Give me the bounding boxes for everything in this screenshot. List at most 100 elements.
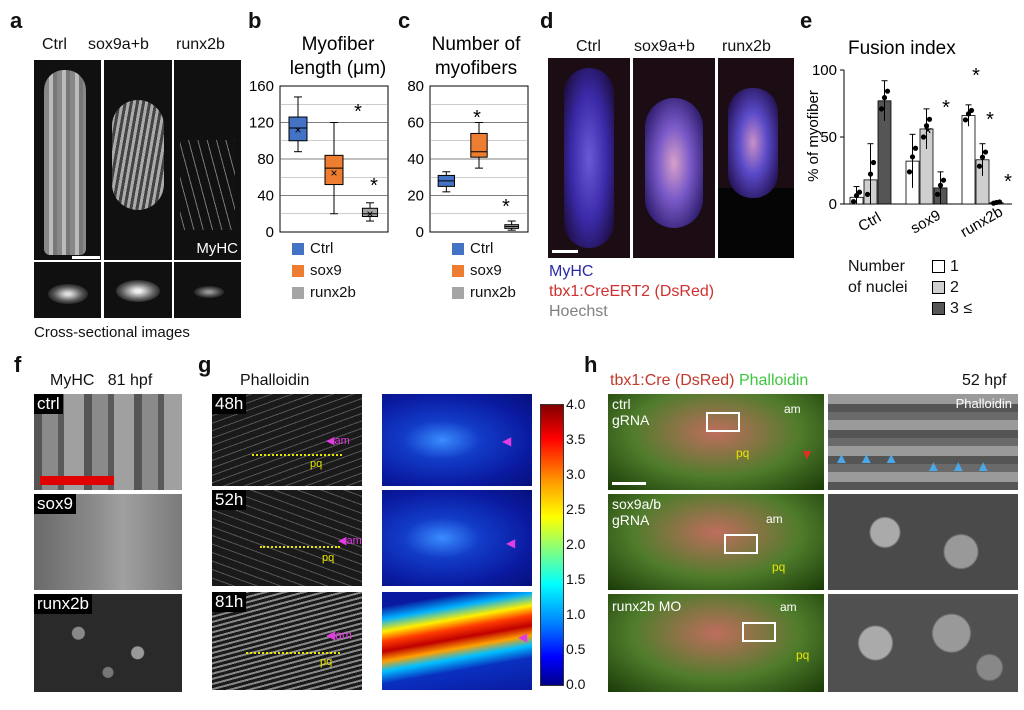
legend-c-item: sox9 [452, 260, 516, 282]
panel-d-col-ctrl: Ctrl [576, 38, 601, 55]
micrograph-f-ctrl: ctrl [34, 394, 182, 490]
panel-label-a: a [10, 8, 23, 33]
chart-b: Myofiber length (μm) 0 40 80 120 160 × × × * * [249, 34, 389, 241]
cross-section-sox9 [104, 262, 172, 318]
colorbar [540, 404, 564, 686]
y-tick-label: 80 [407, 78, 424, 95]
box-runx2b [361, 207, 379, 217]
micrograph-g-81h: 81h ◀am pq [212, 592, 362, 690]
panel-f-title: MyHC 81 hpf [50, 372, 153, 389]
panel-label-g: g [198, 352, 212, 377]
zoom-box [724, 534, 758, 554]
legend-d: MyHC tbx1:CreERT2 (DsRed) Hoechst [549, 262, 714, 322]
legend-e-title: Number of nuclei [848, 258, 908, 296]
box-sox9 [324, 154, 344, 186]
x-tick-label: runx2b [958, 203, 1006, 241]
inset-label: Phalloidin [955, 396, 1012, 411]
y-tick-label: 0 [416, 224, 424, 241]
significance-star: * [986, 109, 994, 131]
panel-a-col-ctrl: Ctrl [42, 36, 67, 53]
pq-label: pq [796, 648, 810, 662]
micrograph-d-sox9 [633, 58, 715, 258]
legend-b-item: sox9 [292, 260, 356, 282]
panel-label-h: h [584, 352, 598, 377]
panel-h-title: tbx1:Cre (DsRed) Phalloidin [610, 372, 809, 389]
data-point [853, 192, 860, 199]
micrograph-g-48h: 48h ◀am pq [212, 394, 362, 486]
significance-star: * [972, 65, 980, 87]
scale-bar-f [40, 476, 114, 485]
am-label: am [784, 402, 801, 416]
legend-d-hoechst: Hoechst [549, 303, 608, 320]
significance-star: * [502, 196, 510, 218]
panel-g-row-81h: 81h [212, 592, 247, 612]
colorbar-tick: 1.0 [566, 606, 586, 622]
data-point [912, 145, 919, 151]
legend-e-item: 3 ≤ [932, 298, 972, 319]
panel-g-row-48h: 48h [212, 394, 247, 414]
panel-a-col-runx2b: runx2b [176, 36, 225, 53]
cross-section-ctrl [34, 262, 101, 318]
significance-star: * [942, 97, 950, 119]
am-label: ◀am [326, 628, 352, 642]
significance-star: * [924, 123, 932, 145]
micrograph-h-runx2b: runx2b MO am pq [608, 594, 824, 692]
panel-h-time: 52 hpf [962, 372, 1007, 389]
panel-f-row-runx2b: runx2b [34, 594, 92, 614]
colorbar-tick: 3.0 [566, 466, 586, 482]
box-Ctrl [288, 116, 308, 142]
inset-h-runx2b [828, 594, 1018, 692]
significance-star: * [1004, 171, 1012, 193]
blue-arrowheads-icon: ▲▲▲ [926, 458, 1001, 475]
scale-bar-a [72, 256, 100, 259]
legend-c-item: Ctrl [452, 238, 516, 260]
y-tick-label: 80 [257, 151, 274, 168]
zoom-box [742, 622, 776, 642]
chart-e-title: Fusion index [848, 38, 956, 59]
y-tick-label: 0 [829, 196, 837, 213]
chart-b-title-line2: length (μm) [290, 58, 386, 79]
pq-label: pq [310, 458, 323, 470]
panel-d-col-runx2b: runx2b [722, 38, 771, 55]
y-tick-label: 40 [407, 151, 424, 168]
myhc-stain-label: MyHC [196, 240, 238, 257]
panel-label-e: e [800, 8, 813, 33]
y-tick-label: 160 [249, 78, 274, 95]
colorbar-ticks: 4.0 3.5 3.0 2.5 2.0 1.5 1.0 0.5 0.0 [566, 396, 585, 692]
legend-c: Ctrl sox9 runx2b [452, 238, 516, 304]
panel-g-title: Phalloidin [240, 372, 310, 389]
scale-bar-d [552, 250, 578, 253]
am-arrow-icon: ◀ [506, 536, 516, 550]
significance-star: * [473, 107, 481, 129]
y-tick-label: 50 [820, 129, 837, 146]
data-point [923, 123, 930, 129]
scale-bar-h [612, 482, 646, 485]
data-point [937, 182, 944, 188]
legend-e-item: 2 [932, 277, 972, 298]
significance-star: * [354, 101, 362, 123]
bar-runx2b-1 [961, 115, 976, 205]
data-point [864, 191, 871, 197]
pq-label: pq [320, 656, 333, 668]
micrograph-a-ctrl [34, 60, 101, 260]
cross-section-caption: Cross-sectional images [34, 324, 190, 341]
inset-h-ctrl: Phalloidin ▲▲▲ ▲▲▲ [828, 394, 1018, 490]
micrograph-h-ctrl: ctrl gRNA am pq ▼ [608, 394, 824, 490]
legend-d-dsred: tbx1:CreERT2 (DsRed) [549, 283, 715, 300]
chart-c-title-line1: Number of [432, 34, 521, 55]
colorbar-tick: 3.5 [566, 431, 586, 447]
y-tick-label: 40 [257, 188, 274, 205]
data-point [909, 154, 916, 160]
am-arrow-icon: ◀ [518, 630, 528, 644]
panel-h-row-sox9: sox9a/b gRNA [612, 496, 662, 528]
micrograph-h-sox9: sox9a/b gRNA am pq [608, 494, 824, 590]
data-point [906, 169, 913, 175]
chart-e-ylabel: % of myofiber [805, 90, 822, 182]
y-tick-label: 120 [249, 115, 274, 132]
legend-d-myhc: MyHC [549, 263, 594, 280]
pq-label: pq [736, 446, 750, 460]
pq-label: pq [322, 552, 335, 564]
heatmap-g-81h: ◀ [382, 592, 532, 690]
am-label: ◀am [326, 435, 350, 447]
data-point [982, 149, 989, 155]
